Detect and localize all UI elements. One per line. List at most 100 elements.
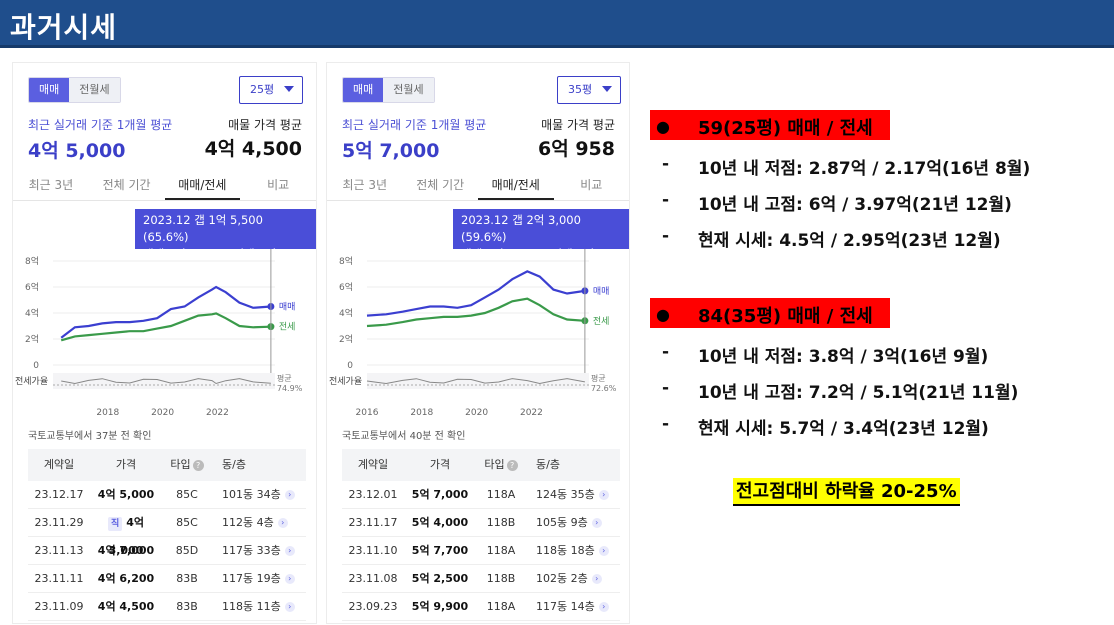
chevron-right-icon[interactable]: › [591,518,602,528]
summary-heading-35: ● 84(35평) 매매 / 전세 [650,298,1110,328]
listing-price-value: 4억 4,500 [204,138,302,160]
red-highlight [650,298,890,328]
transaction-table: 계약일 가격 타입? 동/층 23.12.01 5억 7,000 118A 124동 … [342,449,620,621]
toggle-rent[interactable]: 전월세 [383,78,434,102]
row-date: 23.11.09 [34,600,84,613]
size-select[interactable]: 35평 [557,76,621,104]
chevron-right-icon[interactable]: › [277,518,288,528]
y-tick-label: 8억 [339,255,353,267]
help-icon[interactable]: ? [506,459,518,471]
chevron-right-icon[interactable]: › [284,574,295,584]
chevron-right-icon[interactable]: › [284,546,295,556]
help-icon[interactable]: ? [192,459,204,471]
data-source: 국토교통부에서 40분 전 확인 [342,431,466,442]
period-tabs: 최근 3년 전체 기간 매매/전세 비교 [327,171,629,201]
chevron-down-icon [602,86,612,92]
row-price: 5억 7,000 [411,488,469,501]
size-select[interactable]: 25평 [239,76,303,104]
tab-compare[interactable]: 비교 [267,178,290,192]
row-date: 23.11.11 [34,572,84,585]
row-type: 118B [486,516,516,529]
summary-heading-25: ● 59(25평) 매매 / 전세 [650,110,1110,140]
chevron-right-icon[interactable]: › [598,602,609,612]
header-rule [0,45,1114,48]
row-type: 118A [486,544,516,557]
chevron-down-icon [284,86,294,92]
table-row[interactable]: 23.11.10 5억 7,700 118A 118동 18층 › [342,537,620,565]
table-header: 계약일 가격 타입? 동/층 [28,449,306,481]
period-tabs: 최근 3년 전체 기간 매매/전세 비교 [13,171,316,201]
x-tick-label: 2022 [520,408,543,418]
th-type: 타입? [162,449,212,481]
row-price: 4억 4,500 [97,600,155,613]
trade-type-toggle: 매매 전월세 [28,77,121,103]
th-date: 계약일 [357,458,389,471]
row-floor: 117동 14층 › [526,593,620,620]
table-row[interactable]: 23.11.08 5억 2,500 118B 102동 2층 › [342,565,620,593]
row-floor: 112동 4층 › [212,509,306,536]
tab-recent-3y[interactable]: 최근 3년 [342,178,388,192]
table-row[interactable]: 23.11.17 5억 4,000 118B 105동 9층 › [342,509,620,537]
listing-price-value: 6억 958 [538,138,615,160]
table-row[interactable]: 23.11.11 4억 6,200 83B 117동 19층 › [28,565,306,593]
tab-all-period[interactable]: 전체 기간 [416,178,465,192]
ratio-line [61,378,271,385]
chevron-right-icon[interactable]: › [598,546,609,556]
table-row[interactable]: 23.11.09 4억 4,500 83B 118동 11층 › [28,593,306,621]
size-select-value: 25평 [250,83,275,96]
y-tick-label: 4억 [339,307,353,319]
toggle-sale[interactable]: 매매 [343,78,384,102]
row-price: 4억 5,000 [97,488,155,501]
chevron-right-icon[interactable]: › [284,602,295,612]
chevron-right-icon[interactable]: › [591,574,602,584]
listing-price-label: 매물 가격 평균 [228,118,302,132]
tab-compare[interactable]: 비교 [580,178,603,192]
x-tick-label: 2022 [206,408,229,418]
th-type: 타입? [476,449,526,481]
row-type: 118B [486,572,516,585]
y-tick-label: 6억 [25,281,39,293]
tab-all-period[interactable]: 전체 기간 [102,178,151,192]
summary-item: - 현재 시세: 4.5억 / 2.95억(23년 12월) [662,226,1001,251]
avg-ratio-value: 72.6% [591,384,617,393]
tab-sale-jeonse[interactable]: 매매/전세 [478,171,554,200]
row-type: 118A [486,488,516,501]
summary-item: -10년 내 고점: 6억 / 3.97억(21년 12월) [662,190,1012,215]
row-type: 85C [176,488,198,501]
row-date: 23.11.17 [348,516,398,529]
tooltip-prices: 매매 5억 7,000 / 전세 3억 4,000 [461,247,595,278]
row-floor: 118동 18층 › [526,537,620,564]
chevron-right-icon[interactable]: › [284,490,295,500]
th-floor: 동/층 [222,458,246,471]
row-type: 85C [176,516,198,529]
row-floor: 117동 19층 › [212,565,306,592]
row-date: 23.11.08 [348,572,398,585]
table-row[interactable]: 23.12.17 4억 5,000 85C 101동 34층 › [28,481,306,509]
table-row[interactable]: 23.12.01 5억 7,000 118A 124동 35층 › [342,481,620,509]
bullet-icon: ● [656,305,670,324]
tab-recent-3y[interactable]: 최근 3년 [28,178,74,192]
th-price: 가격 [115,458,137,471]
summary-title: 84(35평) 매매 / 전세 [698,306,873,327]
row-floor: 101동 34층 › [212,481,306,508]
row-price: 5억 9,900 [411,600,469,613]
th-date: 계약일 [43,458,75,471]
chart-tooltip: 2023.12 갭 2억 3,000 (59.6%) 매매 5억 7,000 /… [453,209,629,278]
table-row[interactable]: 23.11.29 직 4억 3,000 85C 112동 4층 › [28,509,306,557]
conclusion-highlight: 전고점대비 하락율 20-25% [733,478,960,506]
chevron-right-icon[interactable]: › [598,490,609,500]
toggle-sale[interactable]: 매매 [29,78,70,102]
recent-price-label: 최근 실거래 기준 1개월 평균 [28,118,173,132]
jeonse-series-label: 전세 [593,316,610,327]
toggle-rent[interactable]: 전월세 [69,78,120,102]
row-price: 4억 6,200 [97,572,155,585]
table-row[interactable]: 23.09.23 5억 9,900 118A 117동 14층 › [342,593,620,621]
tab-sale-jeonse[interactable]: 매매/전세 [164,171,241,200]
direct-trade-badge: 직 [107,517,123,531]
y-tick-label: 0 [33,361,39,371]
row-type: 85D [175,544,199,557]
table-row[interactable]: 23.11.13 4억 7,000 85D 117동 33층 › [28,537,306,565]
y-tick-label: 4억 [25,307,39,319]
jeonse-series-label: 전세 [279,322,296,333]
